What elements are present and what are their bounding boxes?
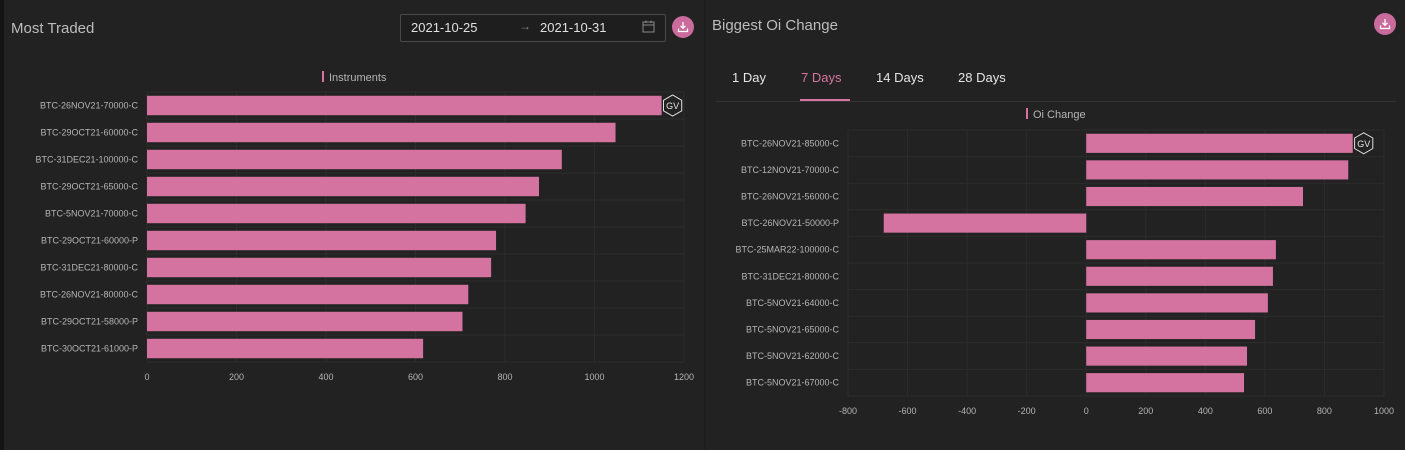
most-traded-panel: Most Traded 2021-10-25 → 2021-10-31 Inst…	[4, 0, 704, 450]
active-tab-indicator	[800, 99, 850, 101]
left-strip	[0, 0, 4, 450]
bar[interactable]	[1086, 346, 1248, 366]
bar[interactable]	[1086, 266, 1273, 286]
legend-swatch	[322, 71, 324, 82]
tick-label: 400	[1198, 406, 1213, 416]
tab-28-days[interactable]: 28 Days	[958, 70, 1006, 85]
end-date[interactable]: 2021-10-31	[540, 20, 607, 35]
tick-label: 200	[1138, 406, 1153, 416]
tab-1-day[interactable]: 1 Day	[732, 70, 766, 85]
bar[interactable]	[147, 338, 424, 359]
calendar-icon[interactable]	[642, 20, 655, 36]
tick-label: 0	[1084, 406, 1089, 416]
download-button[interactable]	[1374, 13, 1396, 35]
bar[interactable]	[883, 213, 1087, 233]
tick-label: 800	[497, 372, 512, 382]
tick-label: -400	[958, 406, 976, 416]
date-range-picker[interactable]: 2021-10-25 → 2021-10-31	[400, 14, 666, 42]
bar[interactable]	[147, 95, 662, 116]
oi-change-panel: Biggest Oi Change 1 Day 7 Days 14 Days 2…	[706, 0, 1405, 450]
legend-swatch	[1026, 108, 1028, 119]
most-traded-chart: Instruments BTC-26NOV21-70000-C BTC-29OCT2…	[35, 71, 694, 382]
bar[interactable]	[1086, 186, 1304, 207]
category-label: BTC-5NOV21-67000-C	[746, 378, 840, 388]
bar[interactable]	[147, 230, 497, 251]
category-label: BTC-12NOV21-70000-C	[741, 165, 840, 175]
bar[interactable]	[1086, 133, 1353, 153]
tick-label: 600	[1257, 406, 1272, 416]
bar[interactable]	[147, 257, 492, 278]
legend: Oi Change	[1026, 108, 1086, 121]
category-label: BTC-31DEC21-80000-C	[40, 263, 138, 273]
category-label: BTC-26NOV21-70000-C	[40, 101, 139, 111]
tick-label: -200	[1018, 406, 1036, 416]
category-label: BTC-30OCT21-61000-P	[41, 344, 138, 354]
gv-badge: GV	[663, 94, 683, 117]
gv-badge: GV	[1354, 132, 1374, 155]
tick-label: 0	[144, 372, 149, 382]
bar[interactable]	[147, 284, 469, 305]
bar[interactable]	[1086, 373, 1245, 393]
tab-14-days[interactable]: 14 Days	[876, 70, 924, 85]
period-tabs: 1 Day 7 Days 14 Days 28 Days	[716, 70, 1396, 102]
category-label: BTC-25MAR22-100000-C	[735, 245, 839, 255]
category-label: BTC-26NOV21-85000-C	[741, 138, 840, 148]
category-label: BTC-29OCT21-60000-C	[40, 128, 138, 138]
category-label: BTC-26NOV21-80000-C	[40, 290, 139, 300]
panel-title: Biggest Oi Change	[712, 17, 838, 34]
badge-label: GV	[666, 101, 679, 111]
bar[interactable]	[147, 203, 526, 224]
category-label: BTC-29OCT21-65000-C	[40, 182, 138, 192]
tick-label: -800	[839, 406, 857, 416]
download-icon	[1379, 19, 1391, 30]
tick-label: 1200	[674, 372, 694, 382]
download-button[interactable]	[672, 16, 694, 38]
category-label: BTC-5NOV21-65000-C	[746, 325, 840, 335]
category-label: BTC-29OCT21-58000-P	[41, 317, 138, 327]
category-label: BTC-29OCT21-60000-P	[41, 236, 138, 246]
legend: Instruments	[322, 71, 387, 84]
arrow-right-icon: →	[519, 19, 531, 33]
bar[interactable]	[1086, 319, 1256, 340]
bar[interactable]	[1086, 160, 1349, 180]
category-label: BTC-26NOV21-56000-C	[741, 192, 840, 202]
category-label: BTC-5NOV21-64000-C	[746, 298, 840, 308]
panel-title: Most Traded	[11, 20, 95, 37]
category-label: BTC-31DEC21-80000-C	[741, 271, 839, 281]
tick-label: 200	[229, 372, 244, 382]
tick-label: -600	[899, 406, 917, 416]
tick-label: 1000	[584, 372, 604, 382]
bar[interactable]	[147, 122, 616, 143]
tab-7-days[interactable]: 7 Days	[801, 70, 842, 85]
hexagon-icon	[1354, 132, 1374, 155]
bar[interactable]	[147, 149, 562, 170]
oi-change-chart: Oi Change BTC-26NOV21-85000-C BTC-12NOV21-…	[735, 108, 1394, 416]
bar[interactable]	[147, 176, 540, 197]
category-label: BTC-5NOV21-62000-C	[746, 351, 840, 361]
badge-label: GV	[1357, 139, 1370, 149]
bar[interactable]	[147, 311, 463, 332]
category-label: BTC-31DEC21-100000-C	[35, 155, 138, 165]
tick-label: 600	[408, 372, 423, 382]
bar[interactable]	[1086, 240, 1276, 260]
bar[interactable]	[1086, 293, 1268, 313]
download-icon	[677, 22, 689, 33]
tick-label: 1000	[1374, 406, 1394, 416]
tick-label: 400	[318, 372, 333, 382]
tick-label: 800	[1317, 406, 1332, 416]
legend-label: Instruments	[329, 72, 387, 84]
start-date[interactable]: 2021-10-25	[411, 20, 478, 35]
category-label: BTC-5NOV21-70000-C	[45, 209, 139, 219]
hexagon-icon	[663, 94, 683, 117]
category-label: BTC-26NOV21-50000-P	[741, 218, 839, 228]
legend-label: Oi Change	[1033, 109, 1086, 121]
